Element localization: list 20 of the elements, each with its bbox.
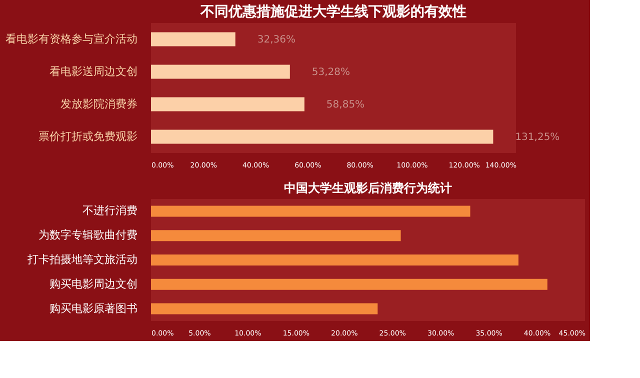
data-label: 58,85% (326, 99, 365, 110)
data-label: 32,36% (257, 34, 296, 46)
y-tick-label: 购买电影原著图书 (50, 302, 138, 315)
bar (151, 254, 518, 266)
chart-title: 不同优惠措施促进大学生线下观影的有效性 (200, 4, 466, 20)
bar (151, 206, 470, 217)
chart-title: 中国大学生观影后消费行为统计 (284, 181, 452, 195)
bar (151, 303, 378, 314)
y-tick-label: 不进行消费 (82, 204, 138, 218)
bar (151, 278, 548, 290)
y-tick-label: 票价打折或免费观影 (38, 130, 138, 143)
y-tick-label: 看电影送周边文创 (50, 64, 138, 78)
y-tick-label: 发放影院消费券 (60, 97, 138, 110)
data-label: 53,28% (312, 66, 350, 78)
y-tick-label: 为数字专辑歌曲付费 (38, 228, 138, 242)
y-tick-label: 看电影有资格参与宣介活动 (6, 32, 138, 46)
data-label: 131,25% (515, 132, 560, 143)
bar (151, 230, 401, 242)
y-tick-label: 打卡拍摄地等文旅活动 (26, 253, 138, 266)
y-tick-label: 购买电影周边文创 (50, 277, 138, 290)
